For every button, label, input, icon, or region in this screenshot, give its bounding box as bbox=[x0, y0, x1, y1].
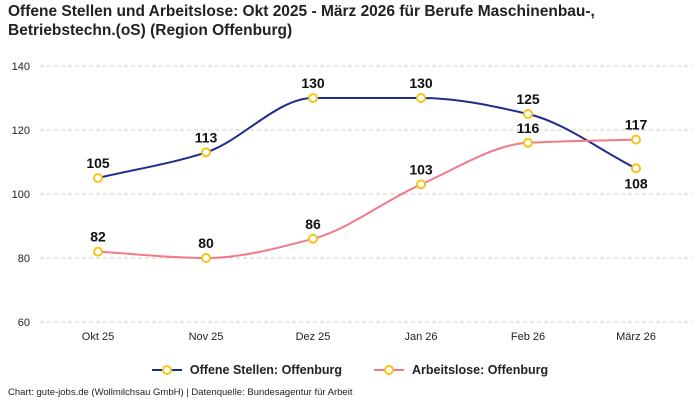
legend-swatch-arbeitslose bbox=[373, 364, 404, 376]
x-tick-label-1: Nov 25 bbox=[189, 331, 224, 343]
y-tick-label-60: 60 bbox=[18, 317, 30, 329]
data-label-1-0: 82 bbox=[90, 229, 106, 245]
data-point-1-4 bbox=[523, 137, 533, 148]
chart-title: Offene Stellen und Arbeitslose: Okt 2025… bbox=[8, 2, 698, 40]
data-label-1-5: 117 bbox=[625, 117, 648, 133]
chart-title-line-1: Offene Stellen und Arbeitslose: Okt 2025… bbox=[8, 3, 595, 20]
data-point-0-3 bbox=[416, 93, 426, 103]
data-point-0-2 bbox=[308, 93, 318, 103]
y-tick-label-120: 120 bbox=[12, 125, 30, 137]
source-footer: Chart: gute-jobs.de (Wollmilchsau GmbH) … bbox=[8, 387, 353, 398]
data-point-0-1 bbox=[201, 147, 211, 158]
legend-item-arbeitslose[interactable]: Arbeitslose: Offenburg bbox=[373, 363, 549, 377]
data-point-0-5 bbox=[631, 163, 641, 174]
data-label-1-4: 116 bbox=[517, 120, 540, 136]
data-label-0-3: 130 bbox=[409, 75, 433, 91]
data-point-1-2 bbox=[308, 233, 318, 244]
data-label-0-0: 105 bbox=[86, 155, 110, 171]
legend-item-offene-stellen[interactable]: Offene Stellen: Offenburg bbox=[151, 363, 342, 377]
series-line-0 bbox=[97, 96, 637, 179]
data-point-0-0 bbox=[93, 173, 103, 183]
legend: Offene Stellen: Offenburg Arbeitslose: O… bbox=[0, 363, 700, 377]
y-tick-label-100: 100 bbox=[12, 189, 30, 201]
legend-label-arbeitslose: Arbeitslose: Offenburg bbox=[411, 363, 549, 377]
data-point-1-1 bbox=[201, 253, 211, 263]
chart-title-line-2: Betriebstechn.(oS) (Region Offenburg) bbox=[8, 22, 293, 39]
x-tick-label-5: März 26 bbox=[616, 331, 656, 343]
series-line-1 bbox=[97, 138, 637, 260]
data-label-0-4: 125 bbox=[516, 91, 540, 107]
x-tick-label-3: Jan 26 bbox=[404, 331, 437, 343]
data-point-0-4 bbox=[523, 109, 533, 119]
data-label-1-1: 80 bbox=[198, 235, 214, 251]
data-point-1-5 bbox=[631, 134, 641, 145]
data-point-1-3 bbox=[416, 179, 426, 190]
legend-swatch-offene-stellen bbox=[151, 364, 182, 376]
data-label-0-5: 108 bbox=[624, 175, 648, 191]
x-tick-label-0: Okt 25 bbox=[82, 331, 114, 343]
y-tick-label-80: 80 bbox=[18, 253, 30, 265]
data-label-1-3: 103 bbox=[409, 161, 433, 177]
data-label-0-1: 113 bbox=[195, 129, 218, 145]
data-label-0-2: 130 bbox=[301, 75, 325, 91]
y-tick-label-140: 140 bbox=[12, 61, 30, 73]
x-tick-label-4: Feb 26 bbox=[511, 331, 545, 343]
x-tick-label-2: Dez 25 bbox=[296, 331, 331, 343]
data-label-1-2: 86 bbox=[305, 216, 321, 232]
data-point-1-0 bbox=[93, 246, 103, 257]
legend-label-offene-stellen: Offene Stellen: Offenburg bbox=[189, 363, 342, 377]
